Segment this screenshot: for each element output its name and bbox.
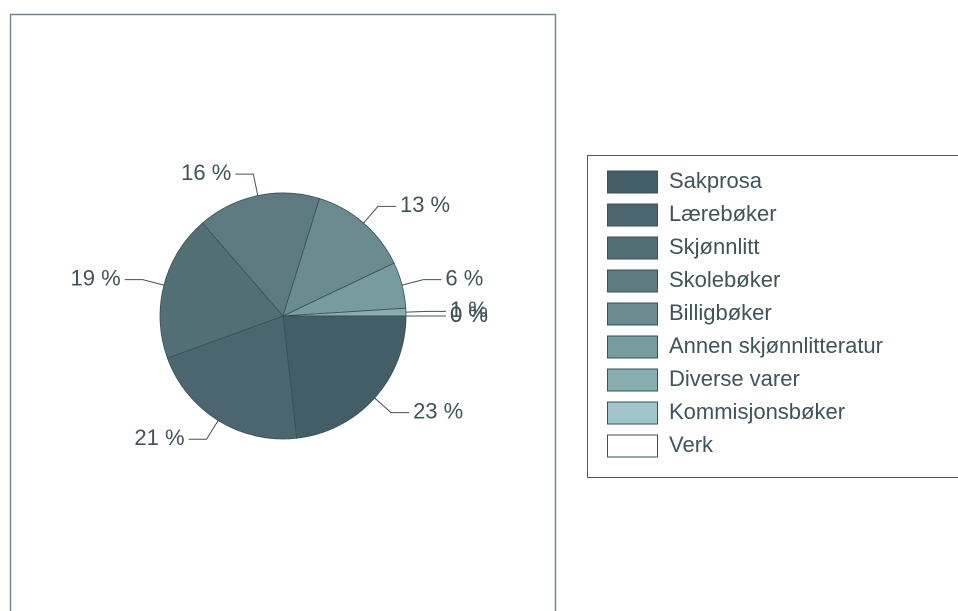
pie-slice bbox=[201, 192, 321, 317]
legend-label: Skjønnlitt bbox=[669, 234, 759, 259]
legend-label: Sakprosa bbox=[669, 168, 763, 193]
data-label: 19 % bbox=[70, 265, 120, 290]
legend-label: Diverse varer bbox=[669, 366, 800, 391]
data-label: 13 % bbox=[400, 192, 450, 217]
leader-line bbox=[401, 279, 442, 286]
legend-swatch bbox=[607, 203, 658, 227]
legend-frame bbox=[587, 155, 958, 478]
legend-label: Verk bbox=[669, 432, 714, 457]
legend-swatch bbox=[607, 401, 658, 425]
data-label: 0 % bbox=[450, 302, 488, 327]
legend-label: Annen skjønnlitteratur bbox=[669, 333, 883, 358]
data-label: 23 % bbox=[413, 398, 463, 423]
data-label: 0 % bbox=[450, 302, 488, 327]
leader-line bbox=[188, 420, 219, 440]
pie-slice bbox=[159, 222, 284, 359]
leader-line bbox=[405, 310, 446, 313]
legend-swatch bbox=[607, 368, 658, 392]
legend-swatch bbox=[607, 170, 658, 194]
legend-swatch bbox=[607, 236, 658, 260]
data-label: 16 % bbox=[181, 160, 231, 185]
legend-label: Skolebøker bbox=[669, 267, 780, 292]
legend-label: Kommisjonsbøker bbox=[669, 399, 845, 424]
data-label: 6 % bbox=[445, 265, 483, 290]
legend-swatch bbox=[607, 335, 658, 359]
leader-line bbox=[235, 173, 259, 196]
legend-label: Lærebøker bbox=[669, 201, 777, 226]
leader-line bbox=[374, 397, 410, 414]
legend-swatch bbox=[607, 302, 658, 326]
pie-slice bbox=[282, 198, 395, 317]
data-label: 21 % bbox=[134, 425, 184, 450]
leader-line bbox=[124, 279, 165, 286]
legend-swatch bbox=[607, 269, 658, 293]
legend-swatch bbox=[607, 434, 658, 458]
plot-frame bbox=[9, 13, 557, 611]
data-label: 1 % bbox=[450, 297, 488, 322]
pie-slice bbox=[282, 315, 407, 439]
leader-line bbox=[363, 205, 396, 224]
legend-label: Billigbøker bbox=[669, 300, 772, 325]
